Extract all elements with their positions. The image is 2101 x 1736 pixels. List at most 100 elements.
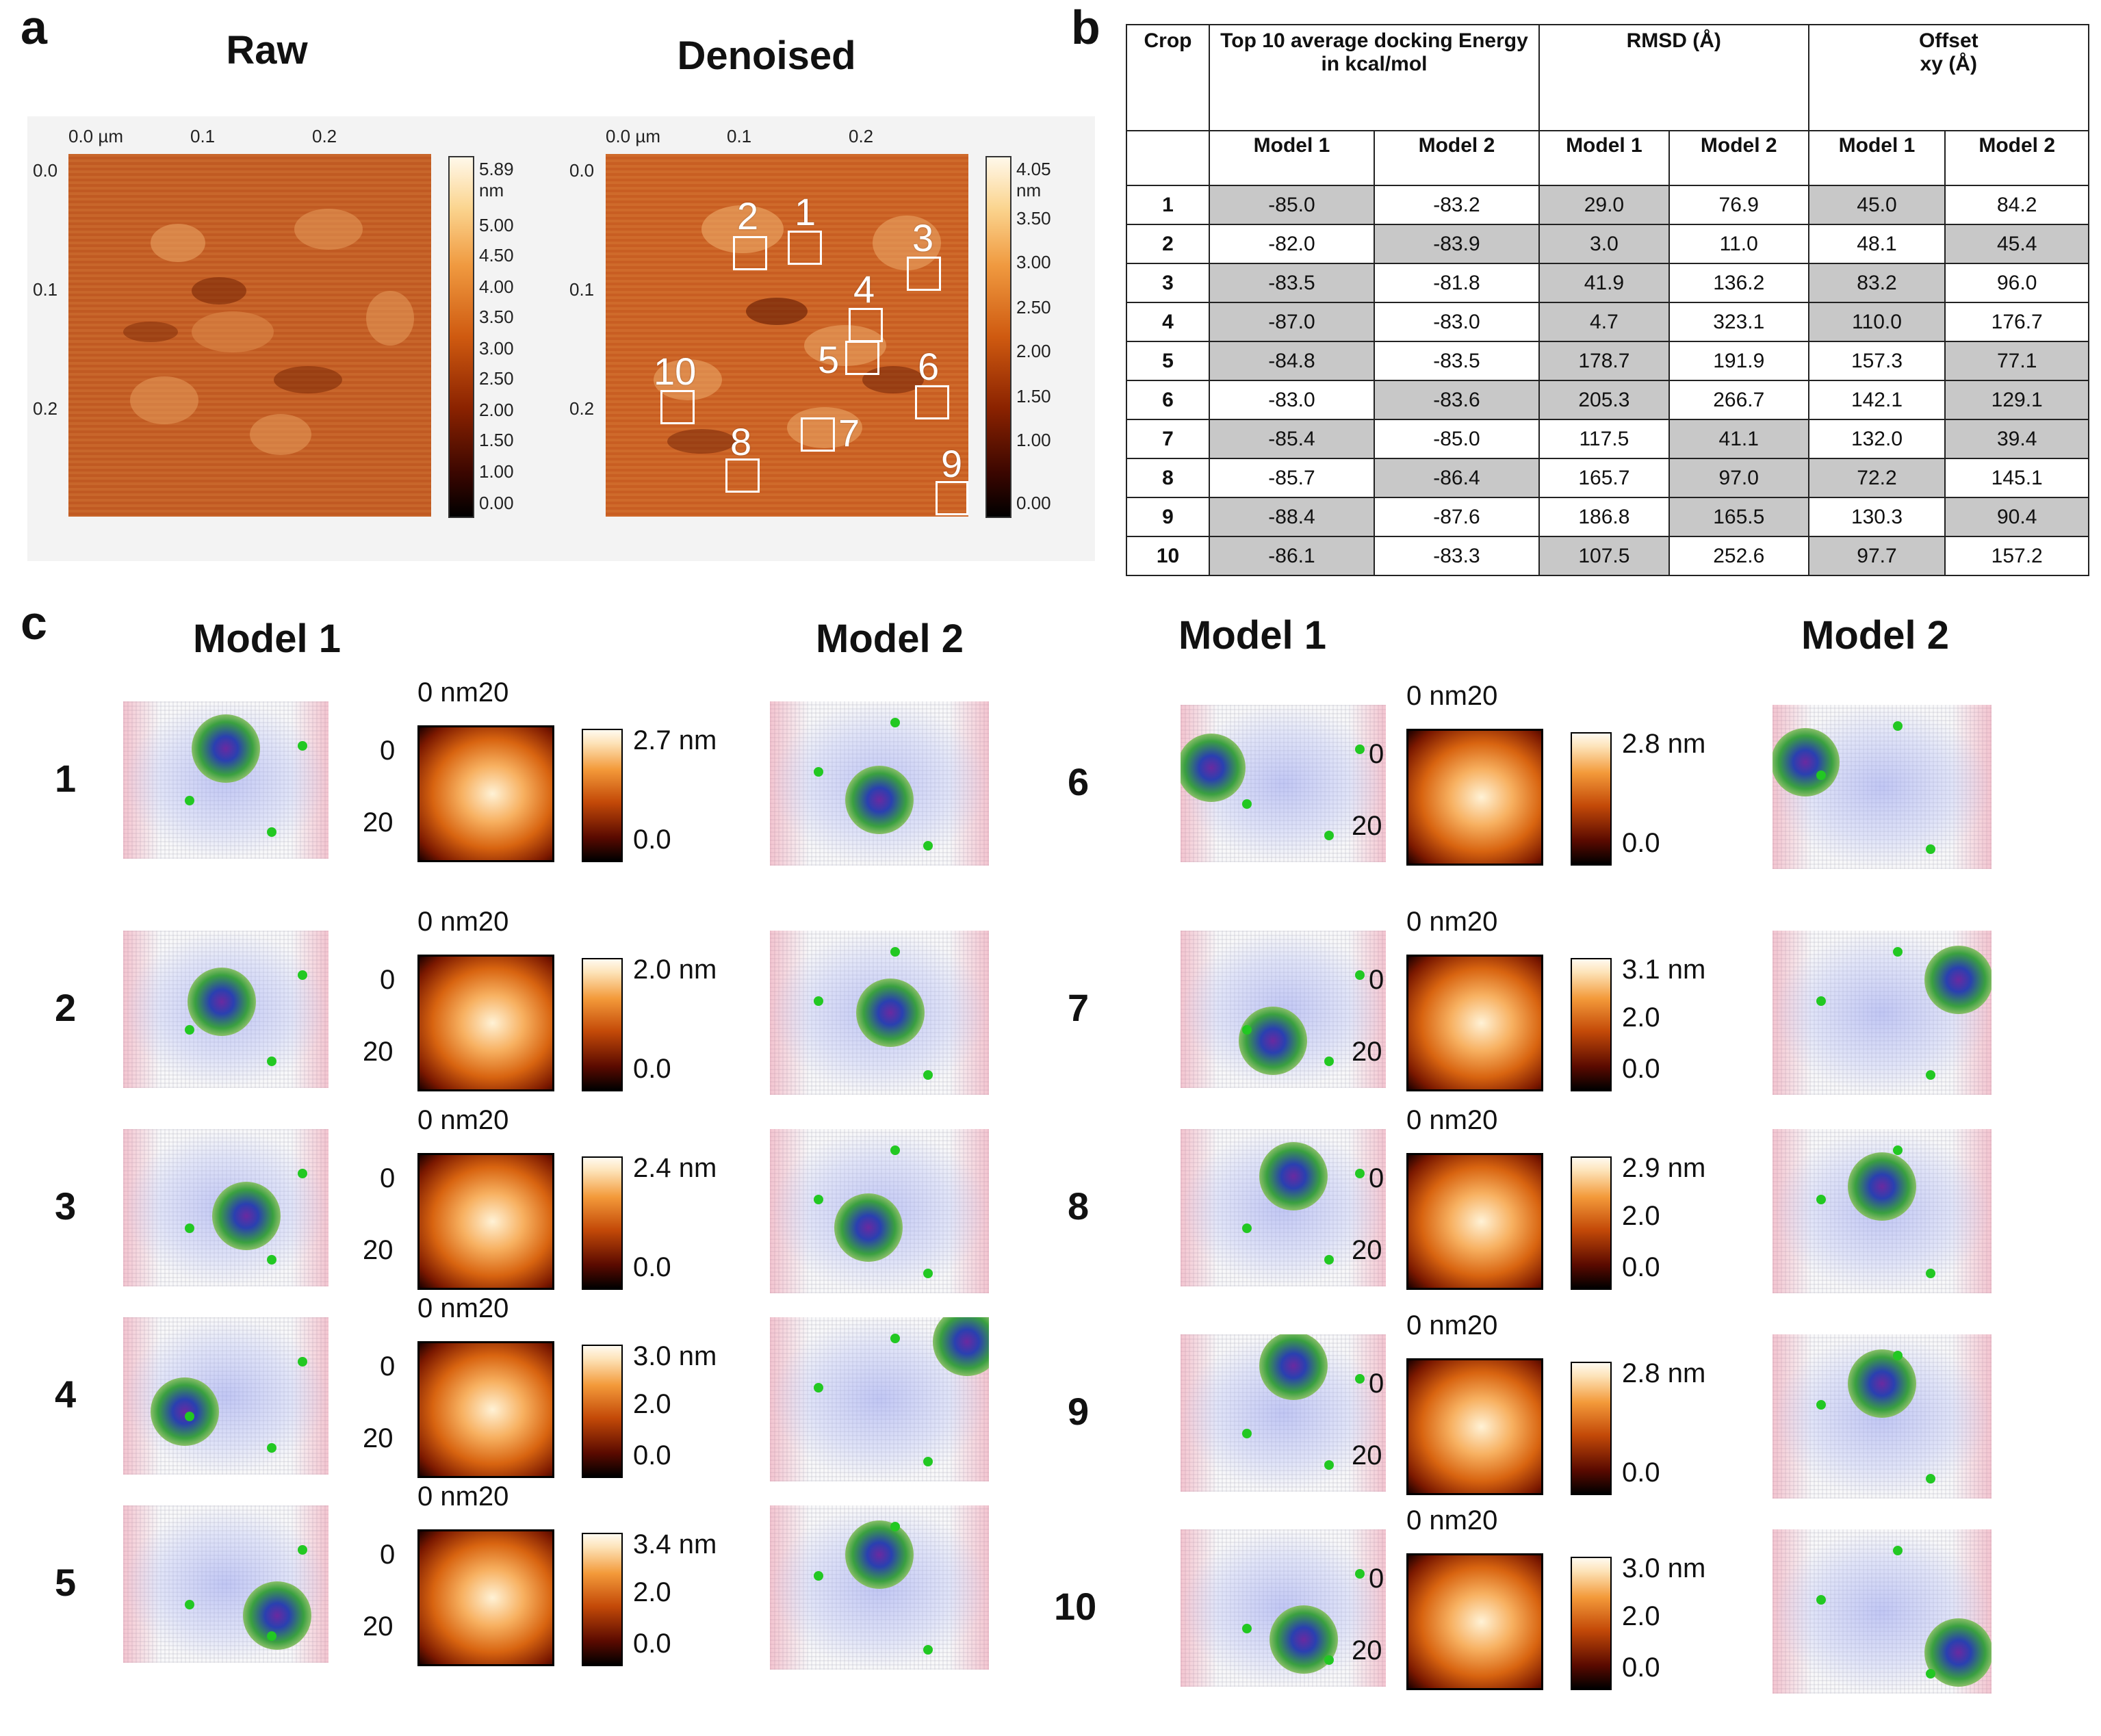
ligand-marker bbox=[1893, 721, 1903, 731]
model1-docking-image bbox=[123, 931, 328, 1088]
height-colorbar bbox=[582, 729, 623, 862]
den-cb-tick: 1.50 bbox=[1016, 386, 1051, 406]
colorbar-max-label: 3.0 nm bbox=[1622, 1553, 1706, 1583]
height-heatmap bbox=[1406, 955, 1543, 1091]
header-model2: Model 2 bbox=[1668, 130, 1809, 186]
colorbar-mid-label: 2.0 bbox=[1622, 1601, 1660, 1631]
heatmap-x-axis-label: 0 nm20 bbox=[417, 1481, 509, 1512]
value-cell: 41.1 bbox=[1668, 419, 1809, 459]
raw-cb-tick: 3.50 bbox=[479, 307, 514, 327]
raw-colorbar bbox=[448, 156, 474, 518]
value-cell: 97.7 bbox=[1807, 536, 1946, 576]
row-label: 1 bbox=[55, 757, 77, 800]
protein-cluster bbox=[1259, 1334, 1328, 1400]
ligand-marker bbox=[814, 1571, 823, 1581]
raw-title: Raw bbox=[226, 28, 308, 73]
crop-box-6 bbox=[915, 385, 949, 419]
colorbar-max-label: 2.8 nm bbox=[1622, 729, 1706, 759]
row-label: 7 bbox=[1068, 986, 1090, 1029]
table-row: 1 -85.0 -83.2 29.0 76.9 45.0 84.2 bbox=[1125, 185, 2089, 225]
colorbar-min-label: 0.0 bbox=[1622, 1054, 1660, 1084]
value-cell: 48.1 bbox=[1807, 224, 1946, 264]
ligand-marker bbox=[267, 1057, 276, 1066]
heatmap-y-tick-20: 20 bbox=[1352, 1037, 1382, 1067]
ligand-marker bbox=[890, 947, 900, 957]
header-model2: Model 2 bbox=[1944, 130, 2089, 186]
crop-number: 3 bbox=[912, 216, 934, 259]
heatmap-x-axis-label: 0 nm20 bbox=[417, 907, 509, 937]
ligand-marker bbox=[1324, 1255, 1334, 1265]
crop-number: 6 bbox=[918, 345, 940, 388]
table-row: 2 -82.0 -83.9 3.0 11.0 48.1 45.4 bbox=[1125, 224, 2089, 264]
den-cb-tick: 2.00 bbox=[1016, 341, 1051, 361]
model2-docking-image bbox=[770, 1505, 989, 1670]
table-row: 4 -87.0 -83.0 4.7 323.1 110.0 176.7 bbox=[1125, 302, 2089, 342]
value-cell: 110.0 bbox=[1807, 302, 1946, 342]
value-cell: -86.1 bbox=[1209, 536, 1375, 576]
header-offset-line1: Offset bbox=[1918, 29, 1978, 52]
ligand-marker bbox=[1816, 1195, 1826, 1204]
heatmap-y-tick-20: 20 bbox=[363, 1037, 394, 1067]
value-cell: 72.2 bbox=[1807, 458, 1946, 498]
model1-docking-image bbox=[1181, 931, 1386, 1088]
table-row: 8 -85.7 -86.4 165.7 97.0 72.2 145.1 bbox=[1125, 458, 2089, 498]
heatmap-x-axis-label: 0 nm20 bbox=[1406, 1105, 1498, 1135]
value-cell: 323.1 bbox=[1668, 302, 1809, 342]
height-colorbar bbox=[582, 1533, 623, 1666]
ligand-marker bbox=[185, 796, 194, 805]
ligand-marker bbox=[185, 1600, 194, 1609]
raw-xtick-1: 0.1 bbox=[190, 126, 216, 146]
value-cell: -82.0 bbox=[1209, 224, 1375, 264]
heatmap-y-tick-20: 20 bbox=[363, 1235, 394, 1265]
heatmap-x-axis-label: 0 nm20 bbox=[417, 677, 509, 708]
protein-cluster bbox=[151, 1377, 219, 1446]
row-label: 3 bbox=[55, 1184, 77, 1228]
den-ytick-2: 0.2 bbox=[569, 398, 595, 419]
colorbar-mid-label: 2.0 bbox=[633, 1577, 671, 1607]
ligand-marker bbox=[267, 827, 276, 837]
ligand-marker bbox=[1816, 770, 1826, 780]
value-cell: 129.1 bbox=[1944, 380, 2089, 420]
model2-docking-image bbox=[1773, 705, 1992, 869]
model2-docking-image bbox=[1773, 1129, 1992, 1293]
protein-cluster bbox=[1848, 1349, 1916, 1418]
ligand-marker bbox=[1893, 947, 1903, 957]
value-cell: -83.0 bbox=[1373, 302, 1540, 342]
crop-box-1 bbox=[788, 231, 822, 265]
colorbar-max-label: 2.8 nm bbox=[1622, 1358, 1706, 1388]
panel-c-label: c bbox=[21, 596, 47, 649]
ligand-marker bbox=[1355, 1568, 1365, 1579]
value-cell: -87.0 bbox=[1209, 302, 1375, 342]
heatmap-y-tick-0: 0 bbox=[380, 1351, 396, 1382]
value-cell: -85.0 bbox=[1209, 185, 1375, 225]
heatmap-y-tick-0: 0 bbox=[380, 1163, 396, 1193]
height-heatmap bbox=[1406, 1358, 1543, 1495]
heatmap-y-tick-20: 20 bbox=[363, 807, 394, 838]
model2-docking-image bbox=[770, 1129, 989, 1293]
ligand-marker bbox=[298, 740, 307, 751]
colorbar-max-label: 2.9 nm bbox=[1622, 1153, 1706, 1183]
ligand-marker bbox=[923, 841, 933, 851]
ligand-marker bbox=[185, 1025, 194, 1035]
crop-cell: 5 bbox=[1125, 341, 1211, 381]
protein-cluster bbox=[1924, 946, 1992, 1014]
value-cell: 41.9 bbox=[1538, 263, 1670, 303]
colorbar-min-label: 0.0 bbox=[633, 1054, 671, 1084]
ligand-marker bbox=[1926, 844, 1935, 854]
value-cell: -83.5 bbox=[1373, 341, 1540, 381]
crop-box-7 bbox=[801, 417, 835, 452]
crop-cell: 6 bbox=[1125, 380, 1211, 420]
height-colorbar bbox=[1571, 958, 1612, 1091]
row-label: 9 bbox=[1068, 1390, 1090, 1433]
docking-table: Crop Top 10 average docking Energy in kc… bbox=[1125, 24, 2090, 576]
value-cell: 136.2 bbox=[1668, 263, 1809, 303]
ligand-marker bbox=[1893, 1145, 1903, 1155]
denoised-afm-image: 2 1 3 4 5 6 10 7 8 9 bbox=[606, 154, 968, 517]
denoised-title: Denoised bbox=[677, 34, 856, 78]
ligand-marker bbox=[1355, 744, 1365, 754]
crop-cell: 1 bbox=[1125, 185, 1211, 225]
value-cell: 165.7 bbox=[1538, 458, 1670, 498]
heatmap-x-axis-label: 0 nm20 bbox=[1406, 907, 1498, 937]
value-cell: 77.1 bbox=[1944, 341, 2089, 381]
crop-box-4 bbox=[849, 308, 883, 342]
